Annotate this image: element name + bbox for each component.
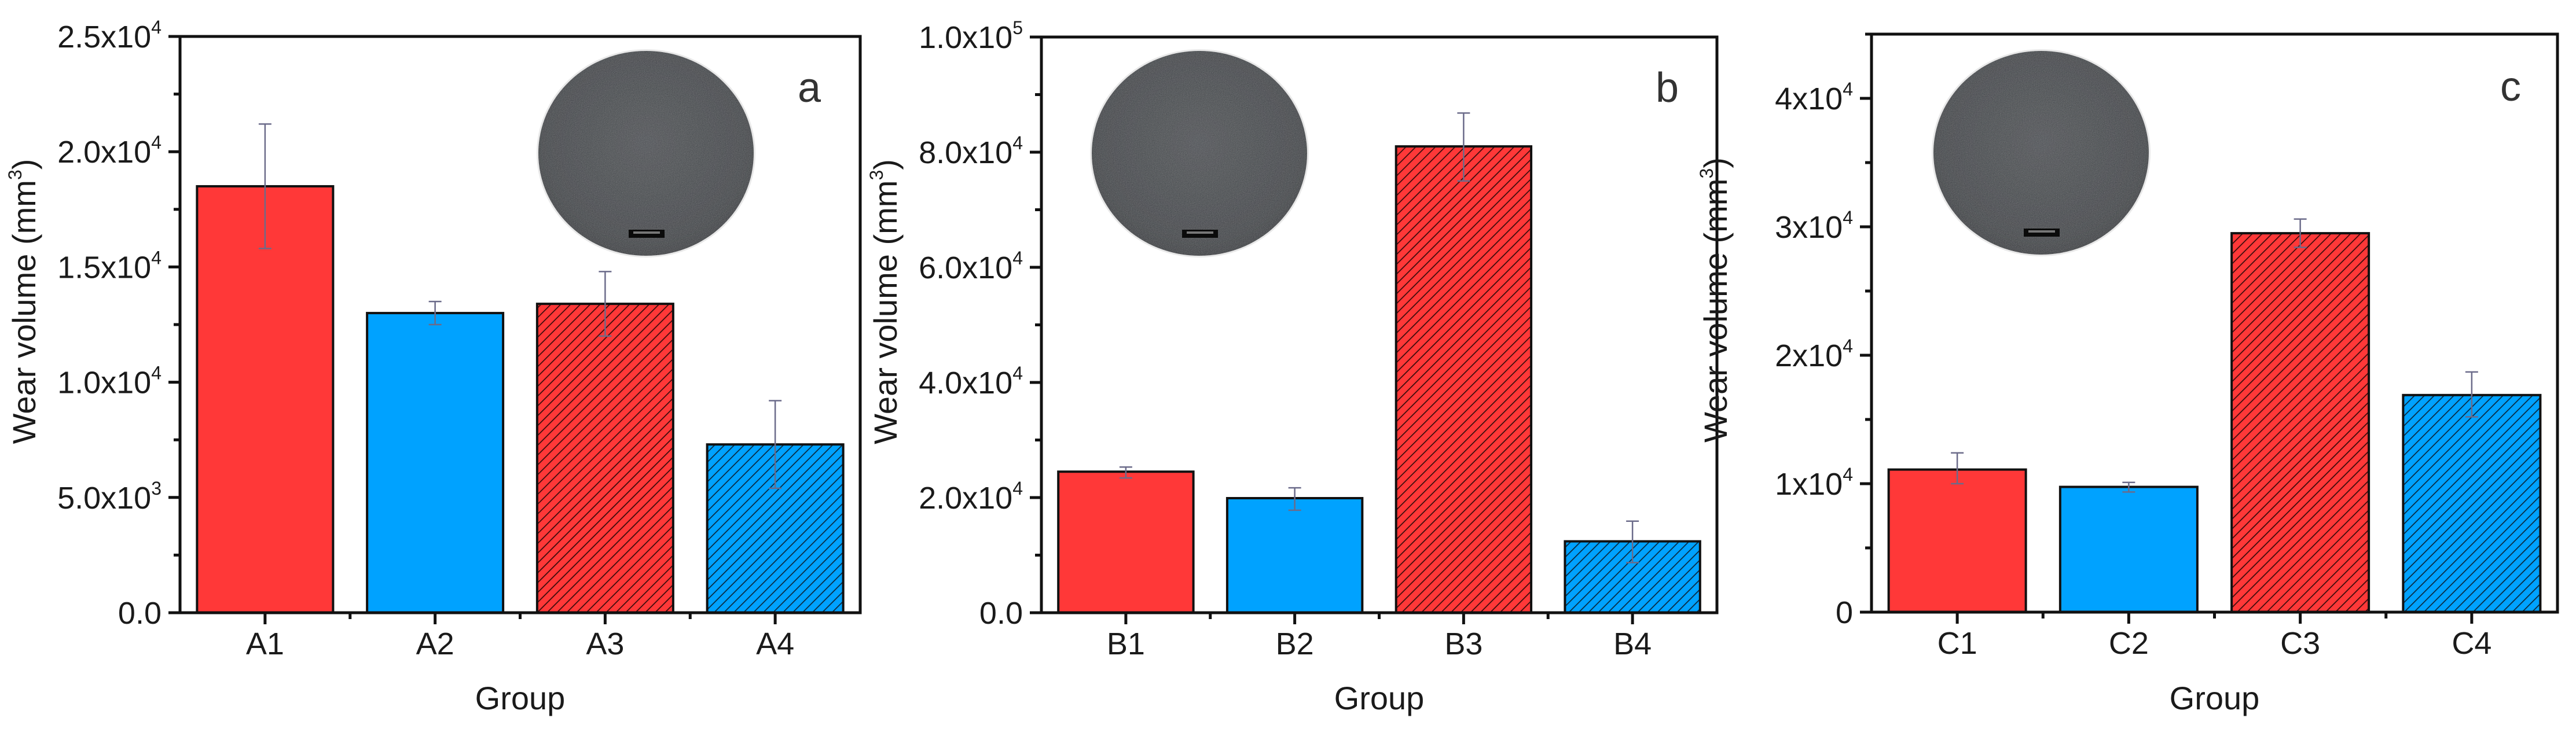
- panel-b: B1: 24500B2: 19900B3: 81000B4: 124000.02…: [866, 17, 1719, 716]
- error-bar: [1288, 487, 1301, 511]
- x-tick-label: A4: [756, 627, 794, 661]
- x-tick-label: C1: [1937, 626, 1977, 661]
- y-tick-label: 0: [1836, 595, 1853, 630]
- y-tick-label: 1.0x105: [919, 17, 1023, 55]
- bar-c1: C1: 11100: [1887, 468, 2027, 614]
- bar-a2: A2: 13000: [366, 312, 505, 614]
- y-tick-label: 4.0x104: [919, 363, 1023, 400]
- bar-c2: C2: 9750: [2058, 485, 2199, 613]
- inset-micrograph-image: [1090, 49, 1309, 257]
- error-bar: [2294, 218, 2307, 248]
- x-axis: B1 B2 B3 B4: [1107, 613, 1652, 661]
- panel-label: b: [1656, 65, 1679, 111]
- y-axis-title: Wear volume (mm3): [5, 159, 42, 444]
- y-axis: 0.0 5.0x103 1.0x104 1.5x104 2.0x104 2.5x104: [57, 17, 180, 631]
- x-tick-label: C3: [2280, 626, 2320, 661]
- bar-a1: A1: 18500: [196, 185, 335, 614]
- error-bar: [2122, 481, 2135, 493]
- y-tick-label: 5.0x103: [57, 478, 162, 516]
- x-tick-label: A3: [586, 627, 624, 661]
- bar-b3: B3: 81000: [1395, 145, 1533, 614]
- error-bar: [2465, 371, 2478, 418]
- y-tick-label: 0.0: [118, 596, 162, 631]
- y-tick-label: 4x104: [1775, 79, 1853, 116]
- bar-c3: C3: 29500: [2230, 232, 2370, 614]
- y-tick-label: 0.0: [979, 596, 1023, 631]
- y-axis: 0 1x104 2x104 3x104 4x104: [1775, 32, 1872, 630]
- y-tick-label: 1.0x104: [57, 363, 162, 400]
- bar-b2: B2: 19900: [1225, 496, 1364, 614]
- x-axis: A1 A2 A3 A4: [246, 613, 794, 661]
- bar-a3: A3: 13400: [535, 303, 674, 614]
- y-tick-label: 6.0x104: [919, 248, 1023, 285]
- y-tick-label: 2x104: [1775, 336, 1853, 373]
- error-bar: [428, 300, 442, 326]
- bar-b1: B1: 24500: [1057, 470, 1195, 614]
- error-bar: [599, 271, 612, 337]
- y-tick-label: 2.0x104: [919, 478, 1023, 516]
- y-tick-label: 8.0x104: [919, 132, 1023, 170]
- x-tick-label: B1: [1107, 627, 1145, 661]
- x-tick-label: A2: [416, 627, 454, 661]
- bar-c4: C4: 16900: [2402, 393, 2542, 613]
- x-tick-label: C2: [2109, 626, 2149, 661]
- x-tick-label: B2: [1276, 627, 1314, 661]
- y-tick-label: 3x104: [1775, 207, 1853, 245]
- x-tick-label: A1: [246, 627, 284, 661]
- x-axis-title: Group: [2170, 680, 2260, 716]
- y-axis-title: Wear volume (mm3): [1696, 157, 1734, 443]
- y-tick-label: 1.5x104: [57, 247, 162, 285]
- error-bar: [1119, 466, 1132, 479]
- y-tick-label: 2.0x104: [57, 132, 162, 170]
- x-tick-label: B3: [1444, 627, 1483, 661]
- inset-micrograph-image: [1932, 49, 2151, 256]
- error-bar: [258, 123, 271, 249]
- x-tick-label: B4: [1613, 627, 1652, 661]
- x-axis: C1 C2 C3 C4: [1937, 612, 2491, 661]
- x-axis-title: Group: [475, 680, 566, 716]
- error-bar: [769, 400, 782, 489]
- panel-label: a: [798, 65, 821, 111]
- error-bar: [1626, 520, 1639, 564]
- inset-micrograph-image: [537, 49, 755, 257]
- panel-label: c: [2500, 64, 2521, 110]
- y-axis: 0.0 2.0x104 4.0x104 6.0x104 8.0x104 1.0x105: [919, 17, 1041, 631]
- error-bar: [1951, 452, 1964, 485]
- panel-a: A1: 18500A2: 13000A3: 13400A4: 73000.05.…: [5, 17, 862, 716]
- x-axis-title: Group: [1334, 680, 1425, 716]
- x-tick-label: C4: [2452, 626, 2491, 661]
- error-bar: [1457, 112, 1470, 182]
- y-axis-title: Wear volume (mm3): [866, 159, 904, 444]
- y-tick-label: 2.5x104: [57, 17, 162, 54]
- panel-c: C1: 11100C2: 9750C3: 29500C4: 16900 0 1x10…: [1696, 32, 2559, 716]
- y-tick-label: 1x104: [1775, 464, 1853, 502]
